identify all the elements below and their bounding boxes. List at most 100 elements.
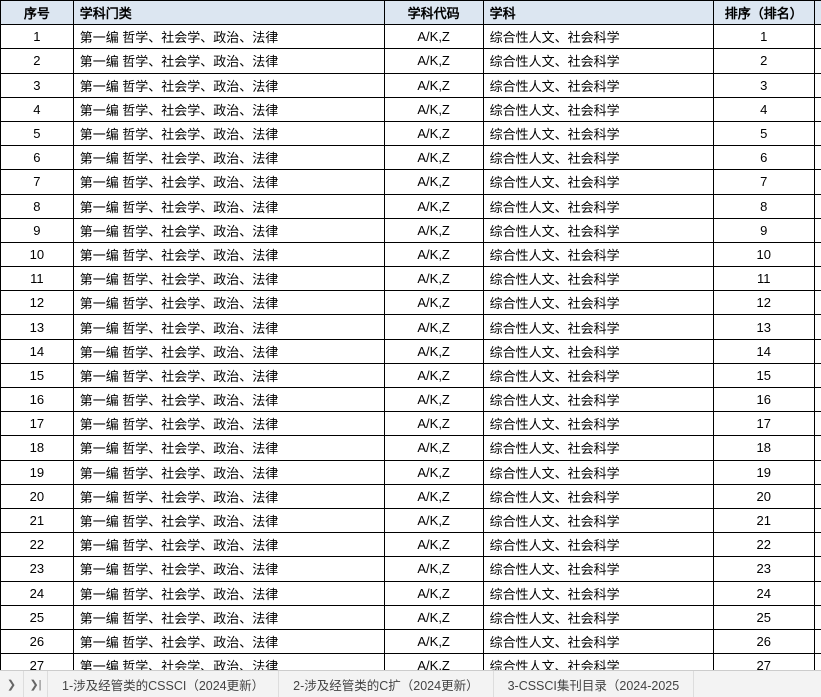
sheet-tab[interactable]: 3-CSSCI集刊目录（2024-2025: [494, 671, 695, 697]
cell[interactable]: 第一编 哲学、社会学、政治、法律: [73, 581, 384, 605]
cell[interactable]: 22: [1, 533, 74, 557]
cell[interactable]: 第一编 哲学、社会学、政治、法律: [73, 97, 384, 121]
cell[interactable]: 26: [1, 629, 74, 653]
cell[interactable]: A/K,Z: [384, 557, 483, 581]
cell[interactable]: [814, 218, 821, 242]
cell[interactable]: 2: [713, 49, 814, 73]
table-row[interactable]: 19第一编 哲学、社会学、政治、法律A/K,Z综合性人文、社会科学19: [1, 460, 821, 484]
table-row[interactable]: 26第一编 哲学、社会学、政治、法律A/K,Z综合性人文、社会科学26: [1, 629, 821, 653]
cell[interactable]: 24: [1, 581, 74, 605]
cell[interactable]: 第一编 哲学、社会学、政治、法律: [73, 73, 384, 97]
cell[interactable]: 16: [713, 388, 814, 412]
table-row[interactable]: 7第一编 哲学、社会学、政治、法律A/K,Z综合性人文、社会科学7: [1, 170, 821, 194]
table-row[interactable]: 21第一编 哲学、社会学、政治、法律A/K,Z综合性人文、社会科学21: [1, 508, 821, 532]
header-seq[interactable]: 序号: [1, 1, 74, 25]
cell[interactable]: A/K,Z: [384, 388, 483, 412]
table-row[interactable]: 18第一编 哲学、社会学、政治、法律A/K,Z综合性人文、社会科学18: [1, 436, 821, 460]
table-row[interactable]: 20第一编 哲学、社会学、政治、法律A/K,Z综合性人文、社会科学20: [1, 484, 821, 508]
cell[interactable]: 第一编 哲学、社会学、政治、法律: [73, 121, 384, 145]
cell[interactable]: 17: [713, 412, 814, 436]
cell[interactable]: A/K,Z: [384, 291, 483, 315]
table-row[interactable]: 16第一编 哲学、社会学、政治、法律A/K,Z综合性人文、社会科学16: [1, 388, 821, 412]
table-row[interactable]: 3第一编 哲学、社会学、政治、法律A/K,Z综合性人文、社会科学3: [1, 73, 821, 97]
cell[interactable]: 14: [713, 339, 814, 363]
cell[interactable]: [814, 97, 821, 121]
cell[interactable]: A/K,Z: [384, 121, 483, 145]
cell[interactable]: A/K,Z: [384, 581, 483, 605]
table-row[interactable]: 24第一编 哲学、社会学、政治、法律A/K,Z综合性人文、社会科学24: [1, 581, 821, 605]
cell[interactable]: 第一编 哲学、社会学、政治、法律: [73, 533, 384, 557]
cell[interactable]: 22: [713, 533, 814, 557]
cell[interactable]: A/K,Z: [384, 412, 483, 436]
cell[interactable]: 7: [713, 170, 814, 194]
cell[interactable]: A/K,Z: [384, 508, 483, 532]
cell[interactable]: 综合性人文、社会科学: [483, 315, 713, 339]
cell[interactable]: A/K,Z: [384, 49, 483, 73]
header-code[interactable]: 学科代码: [384, 1, 483, 25]
cell[interactable]: 20: [1, 484, 74, 508]
cell[interactable]: 综合性人文、社会科学: [483, 508, 713, 532]
cell[interactable]: 综合性人文、社会科学: [483, 170, 713, 194]
cell[interactable]: [814, 121, 821, 145]
table-row[interactable]: 11第一编 哲学、社会学、政治、法律A/K,Z综合性人文、社会科学11: [1, 267, 821, 291]
cell[interactable]: A/K,Z: [384, 170, 483, 194]
cell[interactable]: 第一编 哲学、社会学、政治、法律: [73, 460, 384, 484]
table-row[interactable]: 6第一编 哲学、社会学、政治、法律A/K,Z综合性人文、社会科学6: [1, 146, 821, 170]
cell[interactable]: A/K,Z: [384, 218, 483, 242]
table-row[interactable]: 22第一编 哲学、社会学、政治、法律A/K,Z综合性人文、社会科学22: [1, 533, 821, 557]
cell[interactable]: [814, 25, 821, 49]
cell[interactable]: 综合性人文、社会科学: [483, 388, 713, 412]
cell[interactable]: 第一编 哲学、社会学、政治、法律: [73, 436, 384, 460]
cell[interactable]: 综合性人文、社会科学: [483, 581, 713, 605]
cell[interactable]: 20: [713, 484, 814, 508]
cell[interactable]: [814, 49, 821, 73]
cell[interactable]: 第一编 哲学、社会学、政治、法律: [73, 267, 384, 291]
cell[interactable]: A/K,Z: [384, 25, 483, 49]
cell[interactable]: 9: [713, 218, 814, 242]
cell[interactable]: [814, 315, 821, 339]
cell[interactable]: [814, 242, 821, 266]
cell[interactable]: A/K,Z: [384, 315, 483, 339]
cell[interactable]: 19: [713, 460, 814, 484]
cell[interactable]: 3: [713, 73, 814, 97]
cell[interactable]: A/K,Z: [384, 436, 483, 460]
cell[interactable]: 第一编 哲学、社会学、政治、法律: [73, 484, 384, 508]
cell[interactable]: 13: [713, 315, 814, 339]
cell[interactable]: 第一编 哲学、社会学、政治、法律: [73, 339, 384, 363]
cell[interactable]: 21: [1, 508, 74, 532]
sheet-tab[interactable]: 2-涉及经管类的C扩（2024更新）: [279, 671, 493, 697]
cell[interactable]: 综合性人文、社会科学: [483, 605, 713, 629]
cell[interactable]: 第一编 哲学、社会学、政治、法律: [73, 194, 384, 218]
cell[interactable]: 11: [713, 267, 814, 291]
cell[interactable]: 15: [1, 363, 74, 387]
cell[interactable]: [814, 388, 821, 412]
table-row[interactable]: 14第一编 哲学、社会学、政治、法律A/K,Z综合性人文、社会科学14: [1, 339, 821, 363]
cell[interactable]: 11: [1, 267, 74, 291]
tabs-scroll-end-icon[interactable]: ❯|: [24, 671, 48, 697]
cell[interactable]: 第一编 哲学、社会学、政治、法律: [73, 49, 384, 73]
cell[interactable]: 3: [1, 73, 74, 97]
cell[interactable]: 18: [713, 436, 814, 460]
cell[interactable]: 第一编 哲学、社会学、政治、法律: [73, 654, 384, 670]
cell[interactable]: [814, 146, 821, 170]
cell[interactable]: 第一编 哲学、社会学、政治、法律: [73, 363, 384, 387]
cell[interactable]: 16: [1, 388, 74, 412]
cell[interactable]: 综合性人文、社会科学: [483, 291, 713, 315]
cell[interactable]: 综合性人文、社会科学: [483, 363, 713, 387]
cell[interactable]: 15: [713, 363, 814, 387]
table-row[interactable]: 4第一编 哲学、社会学、政治、法律A/K,Z综合性人文、社会科学4: [1, 97, 821, 121]
cell[interactable]: [814, 557, 821, 581]
header-subject[interactable]: 学科: [483, 1, 713, 25]
cell[interactable]: 综合性人文、社会科学: [483, 436, 713, 460]
cell[interactable]: 综合性人文、社会科学: [483, 339, 713, 363]
sheet-tab[interactable]: 1-涉及经管类的CSSCI（2024更新）: [48, 671, 279, 697]
cell[interactable]: 27: [1, 654, 74, 670]
cell[interactable]: 5: [713, 121, 814, 145]
cell[interactable]: 第一编 哲学、社会学、政治、法律: [73, 412, 384, 436]
table-row[interactable]: 23第一编 哲学、社会学、政治、法律A/K,Z综合性人文、社会科学23: [1, 557, 821, 581]
header-category[interactable]: 学科门类: [73, 1, 384, 25]
table-row[interactable]: 25第一编 哲学、社会学、政治、法律A/K,Z综合性人文、社会科学25: [1, 605, 821, 629]
cell[interactable]: [814, 339, 821, 363]
cell[interactable]: 综合性人文、社会科学: [483, 194, 713, 218]
table-row[interactable]: 9第一编 哲学、社会学、政治、法律A/K,Z综合性人文、社会科学9: [1, 218, 821, 242]
